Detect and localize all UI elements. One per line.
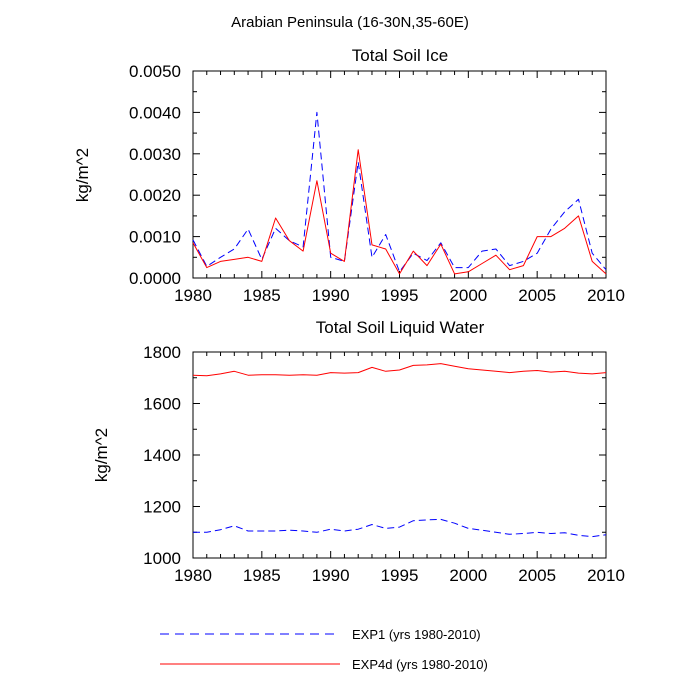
y-tick-label: 0.0050: [129, 62, 181, 81]
y-axis-label: kg/m^2: [73, 148, 92, 202]
y-tick-label: 0.0020: [129, 186, 181, 205]
legend-label-exp1: EXP1 (yrs 1980-2010): [352, 627, 481, 642]
plot-frame: [192, 70, 607, 279]
legend-label-exp4d: EXP4d (yrs 1980-2010): [352, 657, 488, 672]
panel-total-soil-ice: Total Soil Ice kg/m^2 1980 1985 1990 1995 20…: [73, 46, 625, 305]
x-tick-label: 2010: [587, 286, 625, 305]
x-tick-label: 1985: [243, 566, 281, 585]
series-line-exp4d: [192, 363, 607, 377]
x-tick-label: 2000: [449, 566, 487, 585]
panel-title: Total Soil Liquid Water: [316, 318, 485, 337]
y-tick-label: 1800: [143, 343, 181, 362]
x-tick-label: 2005: [518, 286, 556, 305]
figure-title: Arabian Peninsula (16-30N,35-60E): [231, 14, 469, 31]
y-tick-label: 0.0030: [129, 145, 181, 164]
panel-total-soil-liquid-water: Total Soil Liquid Water kg/m^2 1980 1985 1…: [92, 318, 625, 585]
y-tick-label: 1400: [143, 446, 181, 465]
series-line-exp1: [192, 111, 607, 273]
x-tick-label: 1985: [243, 286, 281, 305]
x-tick-label: 2010: [587, 566, 625, 585]
y-tick-label: 1600: [143, 395, 181, 414]
x-tick-label: 1995: [381, 286, 419, 305]
x-tick-label: 1990: [312, 286, 350, 305]
y-tick-label: 0.0000: [129, 269, 181, 288]
x-tick-label: 1995: [381, 566, 419, 585]
x-tick-label: 2005: [518, 566, 556, 585]
y-axis-label: kg/m^2: [92, 428, 111, 482]
y-tick-label: 0.0040: [129, 103, 181, 122]
x-tick-label: 1980: [174, 286, 212, 305]
series-line-exp4d: [192, 149, 607, 275]
legend: EXP1 (yrs 1980-2010) EXP4d (yrs 1980-201…: [160, 627, 488, 672]
y-tick-label: 1200: [143, 498, 181, 517]
x-tick-label: 1980: [174, 566, 212, 585]
x-tick-label: 1990: [312, 566, 350, 585]
series-line-exp1: [193, 518, 607, 538]
y-tick-label: 1000: [143, 549, 181, 568]
panel-title: Total Soil Ice: [352, 46, 448, 65]
y-tick-label: 0.0010: [129, 228, 181, 247]
x-tick-label: 2000: [449, 286, 487, 305]
